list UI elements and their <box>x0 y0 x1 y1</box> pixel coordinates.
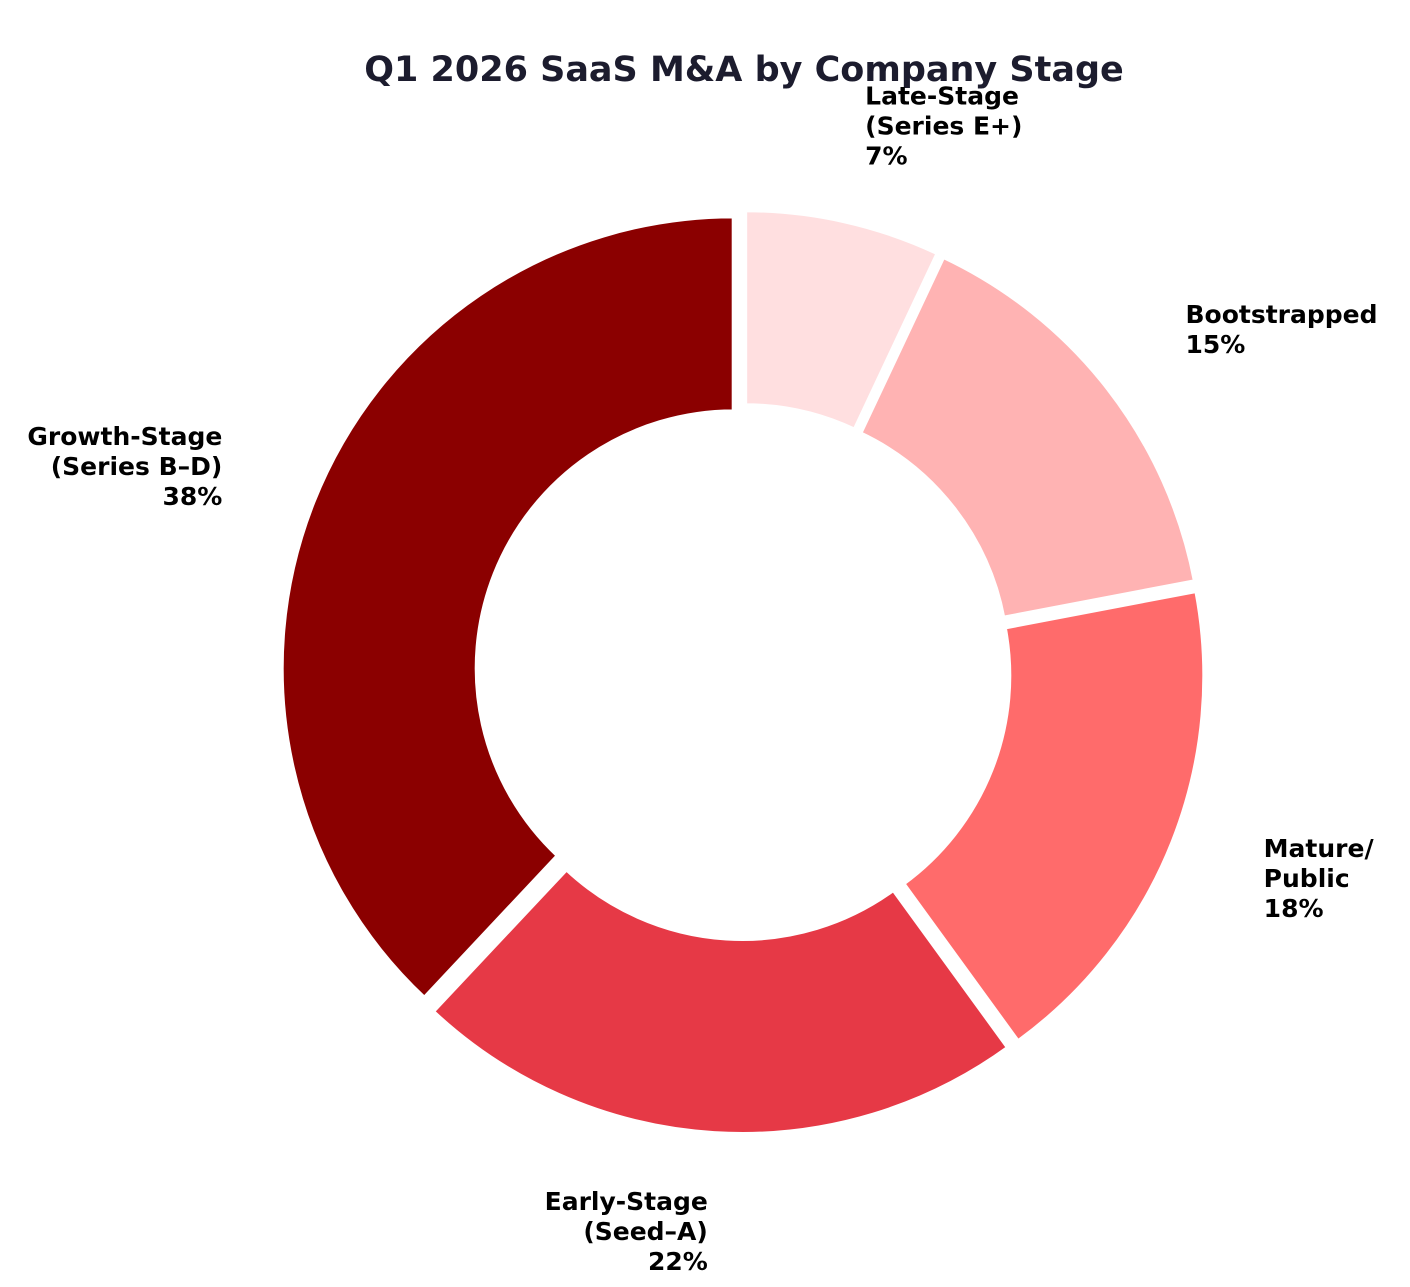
slice-value-label: 15% <box>1185 330 1245 359</box>
slice-category-label: Growth-Stage <box>27 422 222 451</box>
slice-label-3: Early-Stage (Seed–A) 22% <box>545 1187 708 1276</box>
chart-title: Q1 2026 SaaS M&A by Company Stage <box>364 50 1124 90</box>
slice-category-label: (Series B–D) <box>51 452 223 481</box>
slice-value-label: 22% <box>648 1247 708 1276</box>
slice-4 <box>279 214 736 1001</box>
slice-category-label: (Series E+) <box>865 111 1022 140</box>
slice-1 <box>857 254 1198 621</box>
slice-label-2: Mature/Public 18% <box>1264 834 1375 923</box>
slice-label-4: Growth-Stage (Series B–D) 38% <box>27 422 222 511</box>
slice-category-label: Early-Stage <box>545 1187 708 1216</box>
slice-category-label: (Seed–A) <box>583 1217 708 1246</box>
labels-group: Late-Stage (Series E+) 7% Bootstrapped 15% Ma… <box>27 81 1377 1275</box>
slice-2 <box>900 588 1207 1045</box>
slices-group <box>279 208 1207 1136</box>
slice-3 <box>430 866 1011 1136</box>
slice-0 <box>743 208 941 433</box>
slice-value-label: 38% <box>162 482 222 511</box>
slice-label-1: Bootstrapped 15% <box>1185 300 1377 359</box>
slice-value-label: 18% <box>1264 894 1324 923</box>
slice-category-label: Mature/ <box>1264 834 1375 863</box>
slice-label-0: Late-Stage (Series E+) 7% <box>865 81 1022 170</box>
slice-value-label: 7% <box>865 141 907 170</box>
slice-category-label: Bootstrapped <box>1185 300 1377 329</box>
slice-category-label: Late-Stage <box>865 81 1019 110</box>
slice-category-label: Public <box>1264 864 1350 893</box>
